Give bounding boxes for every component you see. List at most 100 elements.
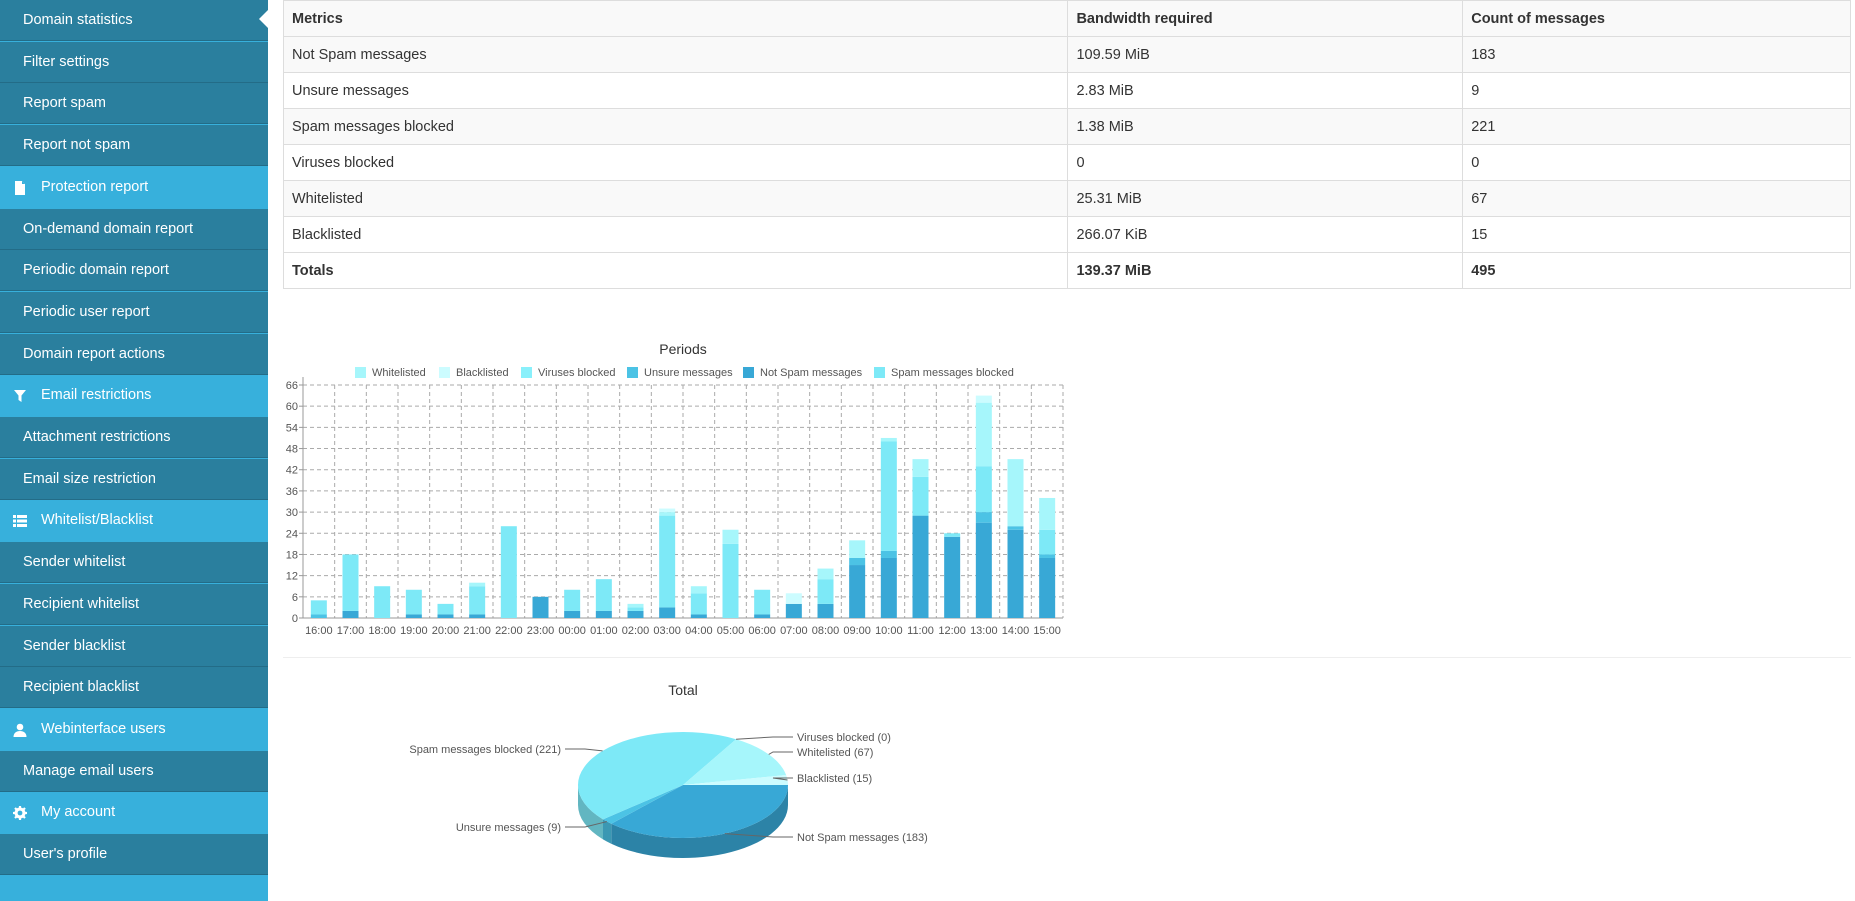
count-cell: 67: [1462, 180, 1851, 217]
x-tick-label: 00:00: [558, 625, 586, 637]
sidebar-item-label: Attachment restrictions: [23, 429, 171, 445]
pie-slice-side: [578, 785, 603, 840]
x-tick-label: 17:00: [337, 625, 365, 637]
column-header-count: Count of messages: [1462, 0, 1851, 37]
y-tick-label: 6: [292, 592, 298, 604]
sidebar-item-domain-statistics[interactable]: Domain statistics: [0, 0, 268, 41]
sidebar-item-label: Sender whitelist: [23, 554, 126, 571]
sidebar-item-report-spam[interactable]: Report spam: [0, 83, 268, 125]
bar-segment: [849, 565, 866, 618]
sidebar-item-attachment-restrictions[interactable]: Attachment restrictions: [0, 417, 268, 458]
bar-segment: [975, 402, 992, 467]
bar-segment: [880, 550, 897, 558]
sidebar-item-periodic-user-report[interactable]: Periodic user report: [0, 291, 268, 333]
metric-name-cell: Viruses blocked: [282, 144, 1069, 181]
pie-leader-line: [565, 821, 608, 828]
bar-segment: [627, 603, 644, 608]
bar-segment: [595, 579, 612, 611]
table-row: Spam messages blocked 1.38 MiB 221: [282, 108, 1851, 145]
sidebar-item-filter-settings[interactable]: Filter settings: [0, 41, 268, 83]
sidebar-item-whitelist-blacklist[interactable]: Whitelist/Blacklist: [0, 500, 268, 542]
x-tick-label: 10:00: [875, 625, 903, 637]
x-tick-label: 23:00: [527, 625, 555, 637]
x-tick-label: 19:00: [400, 625, 428, 637]
pie-leader-line: [768, 751, 793, 755]
column-header-metrics: Metrics: [282, 0, 1069, 37]
sidebar-item-my-account[interactable]: My account: [0, 792, 268, 834]
sidebar-item-label: Manage email users: [23, 762, 154, 779]
bar-segment: [690, 614, 707, 618]
x-tick-label: 01:00: [590, 625, 618, 637]
sidebar-item-manage-email-users[interactable]: Manage email users: [0, 750, 268, 792]
bar-segment: [849, 540, 866, 558]
bar-segment: [944, 536, 961, 618]
pie-leader-line: [565, 748, 603, 752]
sidebar-item-sender-blacklist[interactable]: Sender blacklist: [0, 625, 268, 667]
bar-segment: [627, 607, 644, 611]
bar-segment: [817, 568, 834, 580]
x-tick-label: 22:00: [495, 625, 523, 637]
sidebar-item-protection-report[interactable]: Protection report: [0, 166, 268, 208]
sidebar-item-label: Protection report: [41, 178, 149, 195]
bar-segment: [849, 557, 866, 566]
bar-segment: [880, 437, 897, 442]
sidebar-item-label: Domain report actions: [23, 345, 165, 362]
bar-segment: [469, 586, 486, 615]
pie-slice-label: Viruses blocked (0): [797, 732, 891, 744]
bar-segment: [469, 614, 486, 618]
sidebar-item-sender-whitelist[interactable]: Sender whitelist: [0, 542, 268, 584]
sidebar-item-domain-report-actions[interactable]: Domain report actions: [0, 333, 268, 375]
sidebar-item-webinterface-users[interactable]: Webinterface users: [0, 708, 268, 750]
bar-segment: [1039, 529, 1056, 555]
bandwidth-cell: 0: [1067, 144, 1464, 181]
x-tick-label: 16:00: [305, 625, 333, 637]
y-tick-label: 24: [286, 528, 298, 540]
bar-segment: [975, 466, 992, 513]
y-tick-label: 60: [286, 401, 298, 413]
chart-title: Total: [668, 682, 698, 698]
sidebar-item-on-demand-domain-report[interactable]: On-demand domain report: [0, 208, 268, 250]
table-row: Not Spam messages 109.59 MiB 183: [282, 36, 1851, 73]
sidebar-item-email-restrictions[interactable]: Email restrictions: [0, 375, 268, 417]
sidebar-item-label: Email restrictions: [41, 387, 152, 404]
table-row: Viruses blocked 0 0: [282, 144, 1851, 181]
y-tick-label: 36: [286, 486, 298, 498]
bar-segment: [944, 533, 961, 537]
sidebar-item-user-s-profile[interactable]: User's profile: [0, 834, 268, 875]
bar-segment: [405, 589, 422, 615]
bar-segment: [880, 557, 897, 618]
x-tick-label: 02:00: [622, 625, 650, 637]
pie-slice-side: [602, 819, 612, 844]
x-tick-label: 05:00: [717, 625, 745, 637]
sidebar-item-periodic-domain-report[interactable]: Periodic domain report: [0, 250, 268, 292]
x-tick-label: 21:00: [463, 625, 491, 637]
bar-segment: [690, 586, 707, 594]
x-tick-label: 03:00: [653, 625, 681, 637]
sidebar-item-recipient-blacklist[interactable]: Recipient blacklist: [0, 667, 268, 709]
y-tick-label: 54: [286, 422, 298, 434]
bar-segment: [469, 582, 486, 587]
bar-segment: [785, 593, 802, 604]
bar-segment: [754, 614, 771, 618]
legend-label: Unsure messages: [644, 367, 733, 379]
legend-swatch: [627, 367, 638, 378]
pie-slice: [578, 732, 737, 820]
sidebar-item-report-not-spam[interactable]: Report not spam: [0, 125, 268, 167]
pie-leader-line: [772, 777, 793, 781]
sidebar-item-label: Periodic domain report: [23, 262, 169, 279]
x-tick-label: 18:00: [368, 625, 396, 637]
x-tick-label: 08:00: [812, 625, 840, 637]
sidebar-item-recipient-whitelist[interactable]: Recipient whitelist: [0, 583, 268, 625]
legend-label: Blacklisted: [456, 367, 509, 379]
metric-name-cell: Unsure messages: [282, 72, 1069, 109]
periods-bar-chart: Periods Whitelisted Blacklisted Viruses blo…: [286, 341, 1064, 637]
metric-name-cell: Whitelisted: [282, 180, 1069, 217]
bar-segment: [564, 610, 581, 618]
pie-leader-line: [724, 833, 793, 838]
bar-segment: [912, 459, 929, 477]
y-tick-label: 42: [286, 465, 298, 477]
sidebar-item-label: Report spam: [23, 95, 107, 112]
bar-segment: [1039, 497, 1056, 530]
sidebar-item-label: Recipient whitelist: [23, 595, 140, 612]
sidebar-item-email-size-restriction[interactable]: Email size restriction: [0, 458, 268, 500]
